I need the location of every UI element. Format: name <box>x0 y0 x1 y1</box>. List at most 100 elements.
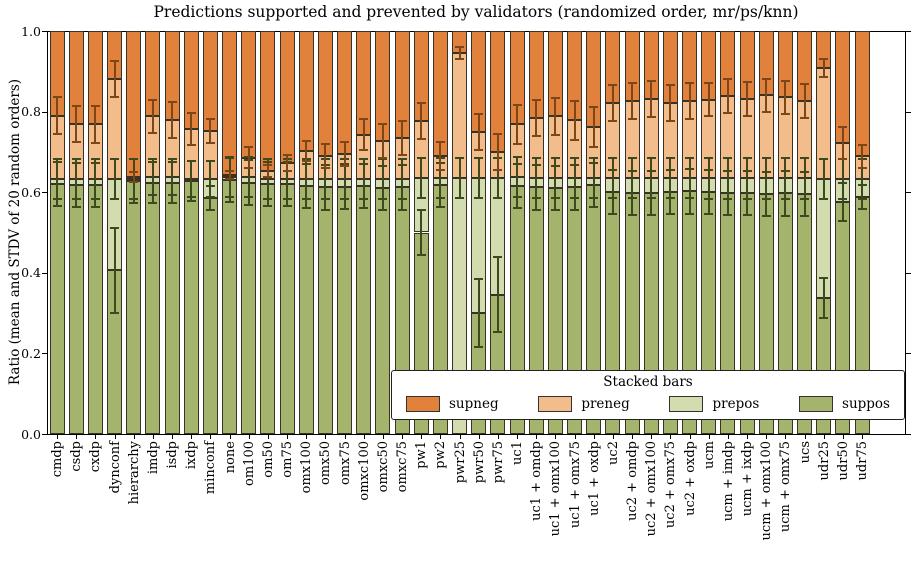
error-bar <box>362 158 365 200</box>
error-bar-cap <box>455 46 464 49</box>
y-tick <box>42 31 47 32</box>
error-bar-cap <box>627 214 637 217</box>
error-bar <box>669 157 672 199</box>
error-bar-cap <box>186 159 196 162</box>
y-tick-right <box>906 31 911 32</box>
error-bar-cap <box>761 110 771 113</box>
error-bar-cap <box>704 197 714 200</box>
x-tick-label: om100 <box>241 441 257 486</box>
error-bar-cap <box>474 197 484 200</box>
error-bar-cap <box>512 104 522 107</box>
x-tick-label: cxdp <box>88 441 104 473</box>
error-bar <box>822 278 825 319</box>
y-tick <box>42 272 47 274</box>
error-bar-cap <box>378 198 388 201</box>
error-bar-cap <box>397 154 407 157</box>
bar-segment-supneg <box>337 31 352 154</box>
error-bar-cap <box>148 157 158 160</box>
error-bar-cap <box>263 157 273 160</box>
error-bar-cap <box>225 196 234 199</box>
error-bar-cap <box>838 158 848 161</box>
error-bar-cap <box>110 157 119 160</box>
x-tick-label: udr75 <box>855 441 870 481</box>
error-bar <box>458 157 461 199</box>
x-tick-label: uc1 + omdp <box>529 441 545 521</box>
error-bar-cap <box>110 311 119 314</box>
error-bar-cap <box>263 205 273 208</box>
error-bar-cap <box>435 197 445 200</box>
legend-label: suppos <box>842 396 890 412</box>
error-bar <box>94 106 97 143</box>
error-bar <box>94 158 97 200</box>
error-bar-cap <box>742 197 752 200</box>
bar-segment-suppos <box>126 180 142 434</box>
error-bar-cap <box>416 197 426 200</box>
legend-entry-preneg: preneg <box>538 396 630 412</box>
error-bar-cap <box>205 159 215 162</box>
x-tick-label: ucm + omx75 <box>778 441 794 533</box>
legend-entry-suppos: suppos <box>799 396 890 412</box>
x-tick <box>574 435 576 439</box>
error-bar-cap <box>761 78 771 81</box>
error-bar <box>611 157 614 199</box>
error-bar-cap <box>397 157 407 160</box>
y-tick-right <box>906 353 911 355</box>
error-bar-cap <box>263 176 273 179</box>
error-bar <box>841 126 844 160</box>
error-bar-cap <box>129 198 139 201</box>
x-tick-label: ucm <box>701 441 717 469</box>
error-bar-cap <box>819 157 829 160</box>
y-tick-label: 0.0 <box>21 426 41 442</box>
error-bar <box>420 103 423 140</box>
error-bar-cap <box>819 198 829 201</box>
error-bar-cap <box>435 169 445 172</box>
error-bar <box>151 100 154 133</box>
error-bar-cap <box>90 198 100 201</box>
error-bar-cap <box>531 208 541 211</box>
error-bar-cap <box>665 213 675 216</box>
error-bar-cap <box>110 198 119 201</box>
error-bar-cap <box>819 277 829 280</box>
error-bar-cap <box>512 142 522 145</box>
error-bar-cap <box>416 138 426 141</box>
error-bar-cap <box>531 135 541 138</box>
error-bar-cap <box>205 117 215 120</box>
error-bar-cap <box>167 201 177 204</box>
error-bar <box>286 155 288 172</box>
error-bar <box>75 158 78 200</box>
error-bar-cap <box>800 82 809 85</box>
error-bar-cap <box>225 201 234 204</box>
error-bar-cap <box>704 115 714 118</box>
x-tick <box>747 435 748 439</box>
error-bar <box>688 157 691 199</box>
error-bar <box>113 61 116 98</box>
error-bar-cap <box>780 157 790 160</box>
error-bar <box>209 118 212 144</box>
error-bar-cap <box>90 105 100 108</box>
x-tick-label: uc2 + omx75 <box>663 441 679 529</box>
x-tick <box>708 435 710 439</box>
legend-entry-prepos: prepos <box>669 396 759 412</box>
x-tick-label: om75 <box>280 441 295 478</box>
x-tick-label: ucs <box>797 441 813 464</box>
error-bar-cap <box>359 118 369 121</box>
error-bar-cap <box>685 118 694 121</box>
x-tick-label: uc1 + oxdp <box>586 441 602 516</box>
x-tick-label: ixdp <box>184 441 200 470</box>
error-bar <box>477 278 480 348</box>
error-bar <box>803 83 806 118</box>
error-bar-cap <box>838 198 848 201</box>
error-bar-cap <box>244 166 254 169</box>
x-tick <box>612 435 614 439</box>
error-bar-cap <box>110 96 119 99</box>
bar-segment-suppos <box>375 188 391 434</box>
error-bar <box>592 157 595 199</box>
x-tick <box>95 435 97 439</box>
error-bar-cap <box>148 194 158 197</box>
x-tick <box>804 435 806 439</box>
x-tick-label: udr25 <box>816 441 832 481</box>
y-tick <box>42 353 47 355</box>
error-bar <box>746 81 748 116</box>
error-bar-cap <box>589 105 599 108</box>
